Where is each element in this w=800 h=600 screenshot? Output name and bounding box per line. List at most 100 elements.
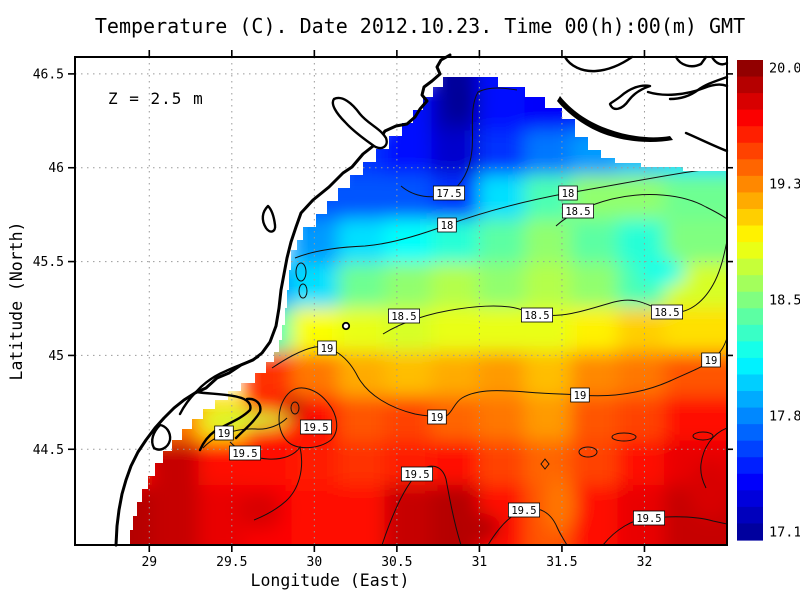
field-hotspot <box>445 78 479 122</box>
colorbar-band <box>737 341 763 359</box>
y-tick-label: 45.5 <box>33 255 64 270</box>
colorbar-band <box>737 258 763 276</box>
field-hotspot <box>689 460 727 520</box>
colorbar-band <box>737 324 763 342</box>
field-hotspot <box>199 412 291 428</box>
colorbar-band <box>737 424 763 442</box>
y-tick-label: 46.5 <box>33 67 64 82</box>
contour-label-box <box>228 445 261 461</box>
contour-label: 19 <box>321 343 334 355</box>
colorbar-band <box>737 275 763 293</box>
kinburn-shore <box>668 75 729 101</box>
contour-label: 19.5 <box>511 505 536 517</box>
contour-label: 19 <box>218 428 231 440</box>
colorbar-band <box>737 192 763 210</box>
colorbar-band <box>737 457 763 475</box>
contour-label: 19.5 <box>636 513 661 525</box>
field-hotspot <box>638 258 686 286</box>
contour-label: 19 <box>431 412 444 424</box>
north-coast-inlet <box>674 55 708 68</box>
north-coast-blob <box>563 55 634 73</box>
contour-label: 18 <box>441 220 454 232</box>
x-tick-label: 32 <box>637 555 653 570</box>
colorbar-band <box>737 308 763 326</box>
contour-label: 19 <box>574 390 587 402</box>
colorbar-label: 17.8 <box>769 409 800 425</box>
station-marker <box>341 321 351 331</box>
tendra-spit <box>557 96 673 142</box>
contour-label-box <box>317 340 337 356</box>
contour-label-box <box>437 217 457 233</box>
contour-label: 17.5 <box>436 188 461 200</box>
contour-label-box <box>651 304 684 320</box>
contour-label: 18.5 <box>524 310 549 322</box>
contour-label: 18.5 <box>391 311 416 323</box>
contour-label: 19.5 <box>404 469 429 481</box>
colorbar-band <box>737 374 763 392</box>
colorbar-labels: 20.0 19.3 18.5 17.8 17.1 <box>769 61 800 541</box>
colorbar-band <box>737 159 763 177</box>
field-hotspot <box>442 512 502 544</box>
delta-arm-south <box>234 397 262 440</box>
dniester-lagoon <box>331 96 388 150</box>
coastline <box>114 53 729 547</box>
colorbar-label: 20.0 <box>769 61 800 77</box>
colorbar-label: 17.1 <box>769 525 800 541</box>
field-hotspot <box>238 490 282 530</box>
colorbar-band <box>737 208 763 227</box>
y-tick-label: 46 <box>48 161 64 176</box>
contour-label-box <box>562 203 595 219</box>
contour-label: 19.5 <box>232 448 257 460</box>
contour-label-box <box>701 352 721 368</box>
plot-title: Temperature (C). Date 2012.10.23. Time 0… <box>95 14 745 38</box>
y-tick-labels: 46.5 46 45.5 45 44.5 <box>33 67 64 457</box>
axis-ticks <box>68 50 733 552</box>
corner-coast <box>710 55 729 66</box>
field-hotspot <box>292 404 298 412</box>
y-tick-label: 45 <box>48 349 64 364</box>
x-tick-label: 30.5 <box>381 555 412 570</box>
contour-label-box <box>633 510 666 526</box>
west-coastline <box>114 53 452 547</box>
estuary-south-shore <box>684 131 729 153</box>
plot-frame <box>74 56 728 546</box>
graticule <box>75 57 727 545</box>
colorbar-band <box>737 473 763 491</box>
x-tick-labels: 29 29.5 30 30.5 31 31.5 32 <box>141 555 652 570</box>
colorbar-band <box>737 391 763 409</box>
contour-label: 18.5 <box>565 206 590 218</box>
estuary-north-shore <box>646 83 729 96</box>
colorbar-band <box>737 76 763 94</box>
colorbar <box>737 60 763 541</box>
x-tick-label: 31.5 <box>546 555 577 570</box>
depth-annotation: Z = 2.5 m <box>108 89 204 108</box>
contour-label-box <box>521 307 554 323</box>
contour-label-box <box>432 185 465 201</box>
delta-arm-branch <box>178 390 198 416</box>
colorbar-band <box>737 225 763 243</box>
contour-label-box <box>507 502 540 518</box>
colorbar-band <box>737 523 763 541</box>
contour-label-box <box>400 466 433 482</box>
colorbar-band <box>737 126 763 144</box>
colorbar-label: 18.5 <box>769 293 800 309</box>
y-axis-title: Latitude (North) <box>7 222 26 381</box>
colorbar-band <box>737 357 763 376</box>
contour-label-box <box>299 419 332 435</box>
x-tick-label: 29.5 <box>216 555 247 570</box>
colorbar-band <box>737 109 763 127</box>
contour-label-box <box>558 185 578 201</box>
estuary-loop <box>608 84 652 111</box>
colorbar-band <box>737 291 763 309</box>
contour-label: 18 <box>562 188 575 200</box>
y-tick-label: 44.5 <box>33 443 64 458</box>
sea-temperature-field <box>130 77 727 545</box>
colorbar-band <box>737 242 763 260</box>
field-hotspot <box>544 477 576 533</box>
contour-label-box <box>387 308 420 324</box>
contour-label-box <box>427 409 447 425</box>
colorbar-band <box>737 440 763 458</box>
